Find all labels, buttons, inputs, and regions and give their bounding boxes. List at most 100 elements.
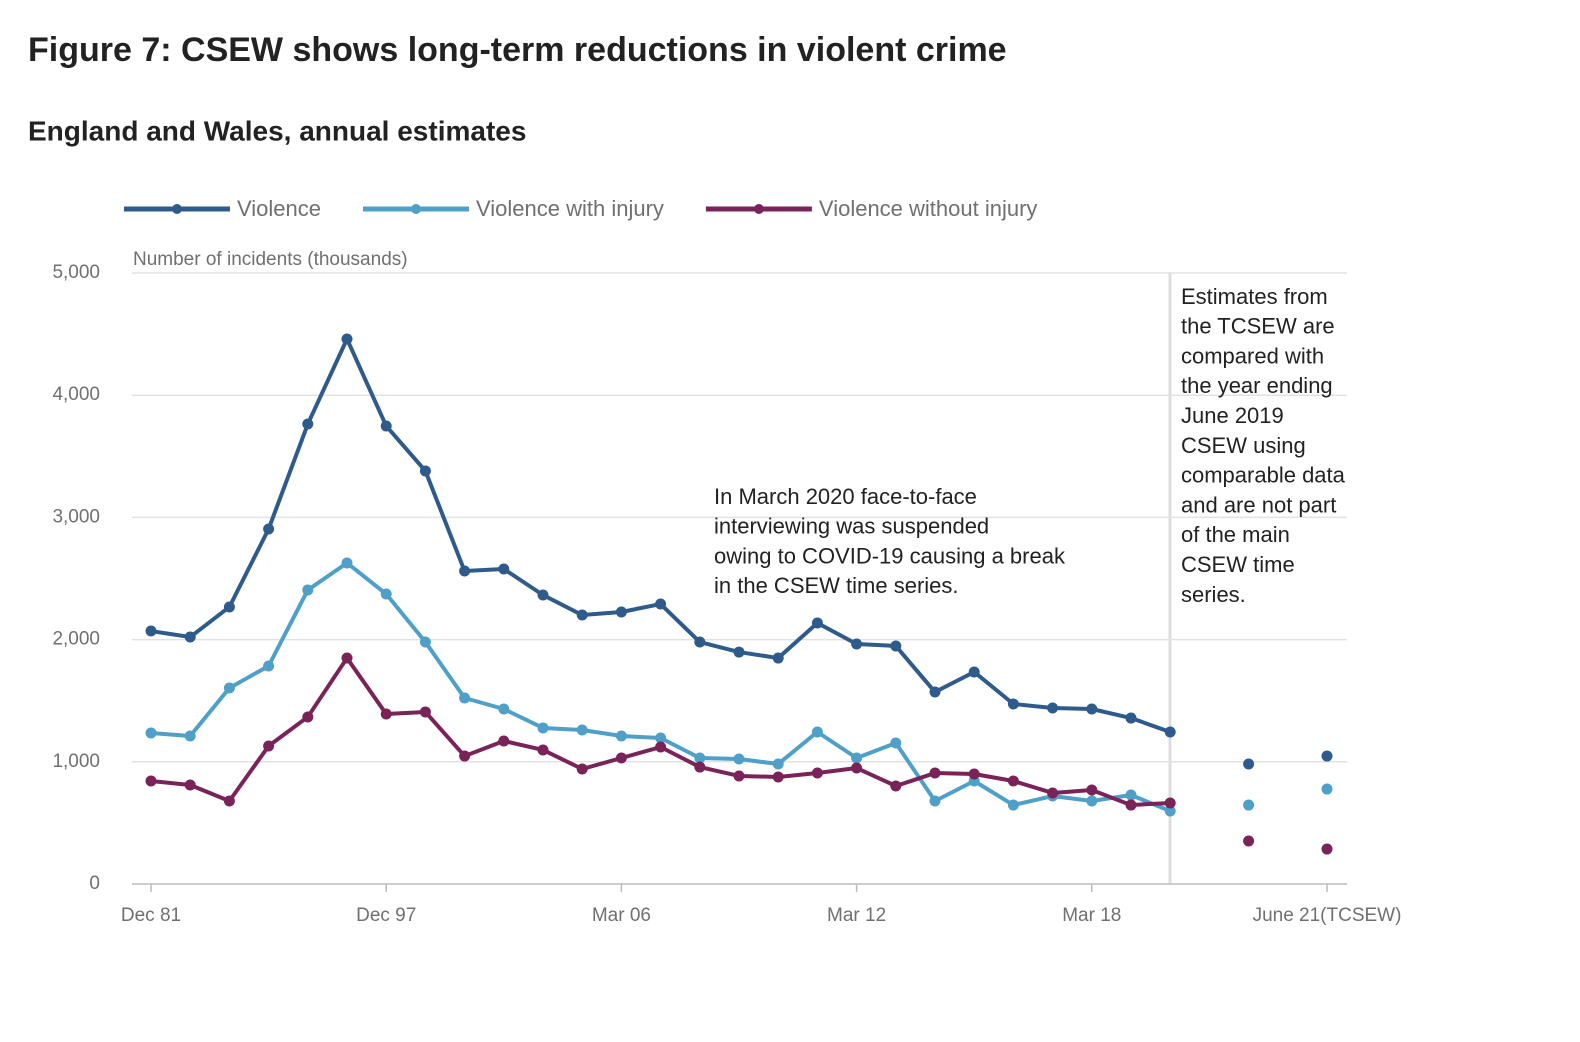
data-point — [1164, 805, 1176, 817]
annotation: CSEW using — [1181, 433, 1306, 458]
data-point — [733, 753, 745, 765]
data-point — [733, 770, 745, 782]
annotation: June 2019 — [1181, 403, 1284, 428]
data-point — [302, 711, 314, 723]
data-point — [380, 588, 392, 600]
data-point — [459, 692, 471, 704]
data-point — [459, 750, 471, 762]
data-point — [694, 761, 706, 773]
data-point — [1086, 703, 1098, 715]
data-point — [1321, 750, 1333, 762]
data-point — [419, 706, 431, 718]
data-point — [1321, 783, 1333, 795]
data-point — [772, 771, 784, 783]
data-point — [655, 741, 667, 753]
x-tick-label: Mar 06 — [592, 905, 651, 926]
data-point — [1047, 702, 1059, 714]
data-point — [419, 465, 431, 477]
data-point — [1007, 698, 1019, 710]
data-point — [537, 589, 549, 601]
legend-label: Violence with injury — [476, 196, 664, 221]
data-point — [851, 638, 863, 650]
data-point — [811, 617, 823, 629]
legend-dot — [753, 204, 764, 214]
data-point — [1321, 843, 1333, 855]
data-point — [929, 795, 941, 807]
data-point — [694, 752, 706, 764]
data-point — [968, 666, 980, 678]
chart-title: Figure 7: CSEW shows long-term reduction… — [28, 31, 1007, 69]
data-point — [576, 763, 588, 775]
data-point — [1047, 787, 1059, 799]
data-point — [576, 609, 588, 621]
data-point — [576, 724, 588, 736]
y-tick-label: 0 — [89, 873, 100, 894]
data-point — [1007, 775, 1019, 787]
legend-label: Violence without injury — [819, 196, 1038, 221]
data-point — [1164, 726, 1176, 738]
data-point — [380, 708, 392, 720]
data-point — [341, 557, 353, 569]
data-point — [302, 418, 314, 430]
data-point — [811, 726, 823, 738]
annotation: series. — [1181, 582, 1246, 607]
data-point — [263, 660, 275, 672]
legend-dot — [172, 204, 182, 214]
x-tick-label: June 21(TCSEW) — [1253, 905, 1402, 926]
y-tick-label: 1,000 — [52, 751, 100, 772]
data-point — [1164, 797, 1176, 809]
data-point — [1125, 712, 1137, 724]
annotation: the year ending — [1181, 373, 1333, 398]
data-point — [655, 598, 667, 610]
annotation: Estimates from — [1181, 284, 1328, 309]
data-point — [929, 686, 941, 698]
data-point — [890, 737, 902, 749]
annotation: compared with — [1181, 343, 1324, 368]
data-point — [890, 780, 902, 792]
data-point — [851, 752, 863, 764]
data-point — [145, 625, 157, 637]
data-point — [772, 758, 784, 770]
data-point — [263, 523, 275, 535]
annotation: In March 2020 face-to-face — [714, 484, 977, 509]
data-point — [1243, 835, 1255, 847]
data-point — [1086, 784, 1098, 796]
data-point — [223, 795, 235, 807]
data-point — [223, 682, 235, 694]
data-point — [1086, 795, 1098, 807]
data-point — [772, 652, 784, 664]
y-tick-label: 4,000 — [52, 384, 100, 405]
y-axis-label: Number of incidents (thousands) — [133, 249, 408, 270]
data-point — [615, 730, 627, 742]
data-point — [1007, 799, 1019, 811]
data-point — [968, 768, 980, 780]
x-tick-label: Dec 97 — [356, 905, 416, 926]
annotation: comparable data — [1181, 463, 1346, 488]
data-point — [223, 601, 235, 613]
y-tick-label: 2,000 — [52, 629, 100, 650]
annotation: interviewing was suspended — [714, 514, 989, 539]
data-point — [929, 767, 941, 779]
chart-subtitle: England and Wales, annual estimates — [28, 115, 526, 146]
data-point — [537, 722, 549, 734]
data-point — [341, 333, 353, 345]
data-point — [459, 565, 471, 577]
data-point — [890, 640, 902, 652]
data-point — [419, 636, 431, 648]
annotation: owing to COVID-19 causing a break — [714, 543, 1066, 568]
annotation: and are not part — [1181, 492, 1336, 517]
annotation: of the main — [1181, 522, 1290, 547]
data-point — [537, 744, 549, 756]
data-point — [145, 727, 157, 739]
x-tick-label: Mar 18 — [1062, 905, 1121, 926]
data-point — [184, 730, 196, 742]
y-tick-label: 3,000 — [52, 506, 100, 527]
data-point — [733, 646, 745, 658]
data-point — [263, 740, 275, 752]
legend-label: Violence — [237, 196, 321, 221]
data-point — [851, 762, 863, 774]
data-point — [1125, 789, 1137, 801]
annotation: CSEW time — [1181, 552, 1295, 577]
data-point — [1243, 799, 1255, 811]
